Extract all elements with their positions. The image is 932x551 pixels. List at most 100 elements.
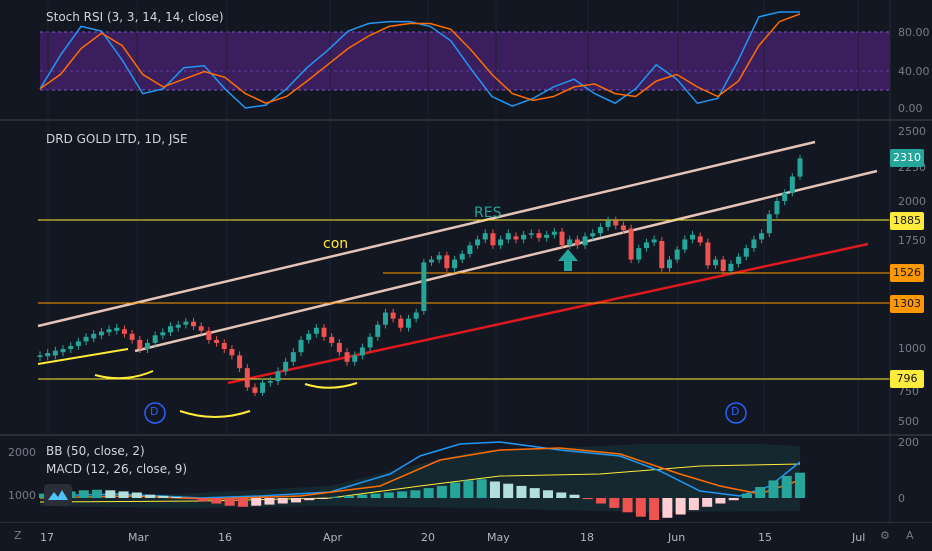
macd-hist-bar (184, 498, 195, 500)
macd-hist-bar (171, 496, 182, 498)
macd-hist-bar (741, 493, 752, 498)
candle-body (713, 259, 719, 266)
macd-hist-bar (582, 498, 593, 500)
pane-divider[interactable] (0, 119, 932, 121)
stoch-rsi-pane[interactable]: Stoch RSI (3, 3, 14, 14, close) 80.00 40… (0, 0, 932, 119)
macd-hist-bar (105, 490, 116, 498)
symbol-title[interactable]: DRD GOLD LTD, 1D, JSE (46, 132, 188, 146)
candle-body (705, 242, 711, 266)
candle-body (321, 327, 327, 337)
price-tick-500: 500 (898, 415, 919, 428)
candle-body (144, 342, 150, 349)
candle-body (682, 239, 688, 250)
stoch-d-line (39, 13, 801, 105)
macd-hist-bar (330, 496, 341, 498)
macd-hist-bar (237, 498, 248, 507)
macd-hist-bar (158, 495, 169, 498)
macd-hist-bar (251, 498, 262, 506)
support-trendline (227, 242, 869, 385)
macd-hist-bar (609, 498, 620, 508)
candle-body (398, 318, 404, 328)
candle-body (114, 327, 120, 331)
macd-hist-bar (556, 492, 567, 498)
d-label-2: D (731, 405, 740, 418)
x-label-jun: Jun (668, 531, 686, 544)
macd-hist-bar (423, 488, 434, 498)
macd-hist-bar (383, 492, 394, 498)
candle-body (60, 349, 66, 353)
macd-hist-bar (768, 480, 779, 498)
candle-body (521, 234, 527, 240)
candle-body (83, 336, 89, 342)
settings-gear-icon[interactable]: ⚙ (880, 529, 890, 542)
candle-body (505, 233, 511, 240)
macd-hist-bar (662, 498, 673, 518)
level-tag-1885: 1885 (890, 212, 924, 230)
candle-body (306, 333, 312, 340)
candle-body (736, 256, 742, 264)
pane-divider-2[interactable] (0, 434, 932, 436)
macd-hist-bar (344, 495, 355, 498)
candle-body (206, 330, 212, 340)
last-price-tag: 2310 (890, 149, 924, 167)
macd-hist-bar (649, 498, 660, 520)
bb-macd-pane[interactable]: BB (50, close, 2) MACD (12, 26, close, 9… (0, 436, 932, 522)
channel-upper-line (37, 140, 816, 328)
candle-body (52, 350, 58, 356)
macd-hist-bar (596, 498, 607, 504)
bb-fill (40, 444, 800, 512)
candle-body (444, 255, 450, 269)
macd-hist-bar (277, 498, 288, 504)
macd-hist-bar (715, 498, 726, 504)
candle-body (482, 233, 488, 240)
candle-body (367, 336, 373, 348)
candle-body (168, 326, 174, 333)
candle-body (551, 231, 557, 235)
candle-body (229, 349, 235, 356)
macd-hist-bar (702, 498, 713, 507)
macd-hist-bar (211, 498, 222, 504)
candle-body (275, 371, 281, 381)
macd-hist-bar (145, 494, 156, 498)
candle-body (782, 192, 788, 201)
auto-scale-button[interactable]: A (906, 529, 914, 542)
price-pane[interactable]: DRD GOLD LTD, 1D, JSE RES con D D 2500 2… (0, 121, 932, 434)
level-tag-1303: 1303 (890, 295, 924, 313)
candle-body (405, 318, 411, 328)
eye-logo-icon[interactable] (44, 484, 72, 506)
candle-body (728, 263, 734, 271)
candle-body (513, 236, 519, 240)
candle-body (252, 387, 258, 393)
candle-body (759, 233, 765, 240)
arc-2 (94, 370, 154, 380)
candle-body (490, 233, 496, 246)
candle-body (789, 176, 795, 193)
d-circle-1 (144, 402, 166, 424)
candle-body (467, 245, 473, 254)
price-tick-2000: 2000 (898, 195, 926, 208)
z-button[interactable]: Z (14, 529, 22, 542)
macd-hist-bar (728, 498, 739, 501)
macd-hist-bar (78, 490, 89, 498)
candle-body (528, 233, 534, 235)
candle-body (567, 239, 573, 246)
candle-body (697, 236, 703, 243)
stoch-tick-80: 80.00 (898, 26, 930, 39)
right-tick-0: 0 (898, 492, 905, 505)
candle-body (421, 262, 427, 312)
con-label: con (323, 236, 349, 252)
candle-body (666, 259, 672, 269)
macd-hist-bar (304, 498, 315, 501)
time-axis[interactable]: Z 17 Mar 16 Apr 20 May 18 Jun 15 Jul ⚙ A (0, 522, 932, 551)
candle-body (536, 233, 542, 238)
macd-hist-bar (543, 490, 553, 498)
x-label-may: May (487, 531, 510, 544)
x-label-jul: Jul (852, 531, 866, 544)
candle-body (597, 227, 603, 234)
macd-hist-bar (397, 491, 408, 498)
macd-hist-bar (755, 487, 766, 498)
macd-title: MACD (12, 26, close, 9) (46, 462, 188, 476)
candle-body (352, 355, 358, 362)
x-label-16: 16 (218, 531, 232, 544)
candle-body (283, 361, 289, 372)
